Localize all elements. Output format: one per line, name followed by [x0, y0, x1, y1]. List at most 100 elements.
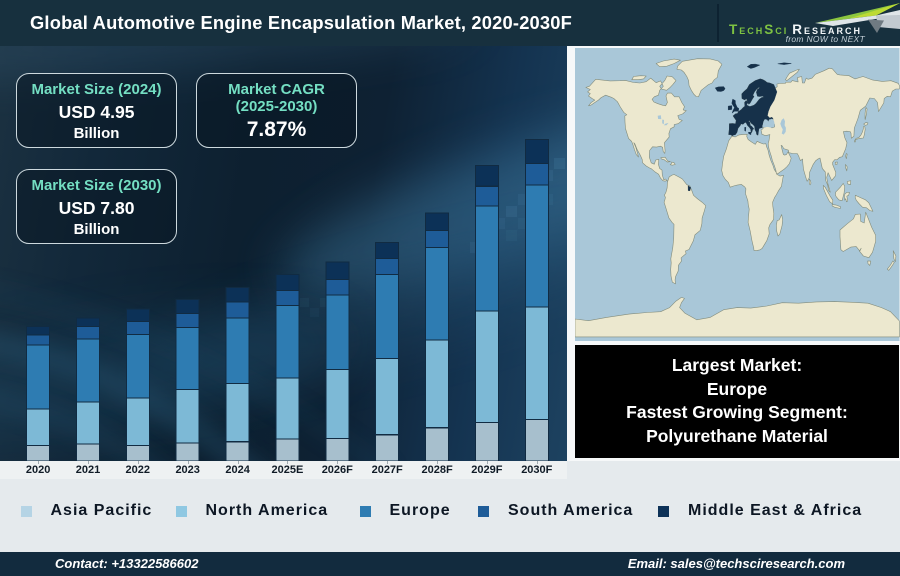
bar-segment	[225, 441, 250, 461]
bar-segment	[325, 437, 350, 461]
bar-segment	[125, 321, 150, 336]
chart-legend: Asia Pacific North America Europe South Ame…	[0, 479, 900, 552]
header-bar: Global Automotive Engine Encapsulation M…	[0, 0, 900, 46]
bar-segment	[474, 310, 499, 424]
legend-chip	[175, 505, 187, 517]
legend-label: Europe	[389, 502, 451, 519]
x-axis-tick	[486, 461, 488, 464]
bar-segment	[275, 274, 300, 292]
bar-segment	[375, 258, 400, 275]
footer-bar: Contact: +13322586602 Email: sales@techs…	[0, 552, 900, 576]
logo-text: TechSci Research	[729, 22, 862, 37]
x-axis-strip: 2020 2021 2022 2023 2024 2025E 2026F 2027F 2028F…	[0, 461, 567, 479]
header-divider	[717, 4, 719, 42]
logo-tagline: from NOW to NEXT	[785, 33, 865, 44]
legend-label: Asia Pacific	[50, 502, 153, 519]
bar-segment	[26, 334, 51, 346]
bar-segment	[325, 261, 350, 281]
bar-segment	[524, 138, 549, 164]
footer-contact: Contact: +13322586602	[55, 556, 199, 571]
bar-segment	[76, 338, 100, 403]
bar-segment	[225, 301, 250, 319]
bar-segment	[175, 442, 200, 461]
info-box-heading2: (2025-2030)	[235, 98, 318, 115]
x-axis-tick	[387, 461, 389, 464]
bar-segment	[175, 327, 200, 391]
bar-segment	[175, 389, 200, 444]
page-title: Global Automotive Engine Encapsulation M…	[30, 12, 573, 33]
bar-segment	[125, 334, 150, 399]
info-box-market-cagr: Market CAGR (2025-2030) 7.87%	[196, 73, 357, 148]
bar-segment	[76, 317, 100, 328]
callout-box: Largest Market: Europe Fastest Growing S…	[575, 345, 899, 458]
bar-segment	[474, 205, 499, 312]
bar-segment	[425, 427, 450, 461]
bar-segment	[175, 313, 200, 329]
bar-segment	[275, 305, 300, 379]
bar-segment	[26, 344, 51, 410]
footer-email: Email: sales@techsciresearch.com	[627, 556, 845, 571]
info-box-value: USD 7.80	[58, 198, 135, 218]
bar-segment	[125, 397, 150, 446]
chart-panel: Market Size (2024) USD 4.95 Billion Mark…	[0, 46, 567, 461]
map-land	[574, 58, 900, 338]
legend-label: Middle East & Africa	[688, 502, 863, 519]
bar-segment	[76, 443, 100, 461]
bar-segment	[425, 339, 450, 429]
x-axis-tick	[187, 461, 189, 464]
bar-segment	[524, 163, 549, 186]
bar-segment	[175, 299, 200, 315]
x-axis-tick	[237, 461, 239, 464]
logo-brand-primary: TechSci	[729, 22, 789, 37]
bar-segment	[325, 368, 350, 439]
x-axis-label: 2026F	[321, 464, 353, 476]
map-container	[574, 48, 900, 341]
bar-segment	[125, 308, 150, 323]
legend-chip	[478, 505, 489, 517]
callout-line-largest-market-label: Largest Market:	[671, 355, 803, 375]
bar-segment	[375, 242, 400, 260]
bar-segment	[474, 185, 499, 207]
bar-segment	[26, 408, 51, 446]
bar-segment	[474, 422, 499, 461]
bar-segment	[225, 286, 250, 303]
info-box-unit: Billion	[73, 125, 120, 142]
info-box-heading: Market Size (2024)	[31, 81, 162, 98]
bar-segment	[125, 444, 150, 461]
bar-segment	[524, 306, 549, 421]
bar-segment	[375, 357, 400, 436]
info-box-market-size-2024: Market Size (2024) USD 4.95 Billion	[16, 73, 177, 148]
x-axis-label: 2027F	[371, 464, 403, 476]
bar-segment	[275, 438, 300, 461]
bar-segment	[76, 326, 100, 340]
info-box-value: USD 4.95	[58, 102, 135, 122]
callout-line-fastest-segment-label: Fastest Growing Segment:	[626, 402, 848, 422]
world-map	[574, 48, 900, 341]
legend-chip	[20, 505, 32, 517]
x-axis-label: 2022	[125, 464, 151, 476]
bar-segment	[325, 279, 350, 296]
bar-segment	[425, 212, 450, 232]
x-axis-tick	[137, 461, 139, 464]
x-axis-label: 2023	[175, 464, 200, 476]
x-axis-label: 2025E	[271, 464, 304, 476]
x-axis-label: 2024	[225, 464, 250, 476]
bar-segment	[26, 444, 51, 461]
info-box-heading: Market Size (2030)	[31, 177, 162, 194]
x-axis-label: 2028F	[421, 464, 453, 476]
logo-brand-secondary: Research	[792, 22, 863, 37]
x-axis-tick	[337, 461, 339, 464]
x-axis-label: 2020	[25, 464, 51, 476]
x-axis-label: 2029F	[471, 464, 503, 476]
bar-segment	[425, 230, 450, 248]
x-axis-tick	[287, 461, 289, 464]
bar-segment	[275, 290, 300, 307]
legend-chip	[359, 505, 371, 517]
info-box-market-size-2030: Market Size (2030) USD 7.80 Billion	[16, 169, 177, 244]
bar-segment	[524, 419, 549, 461]
bar-segment	[425, 247, 450, 341]
bar-segment	[375, 273, 400, 359]
bar-segment	[275, 377, 300, 440]
map-highlight-europe	[687, 62, 792, 191]
stacked-bar-chart	[26, 138, 549, 461]
